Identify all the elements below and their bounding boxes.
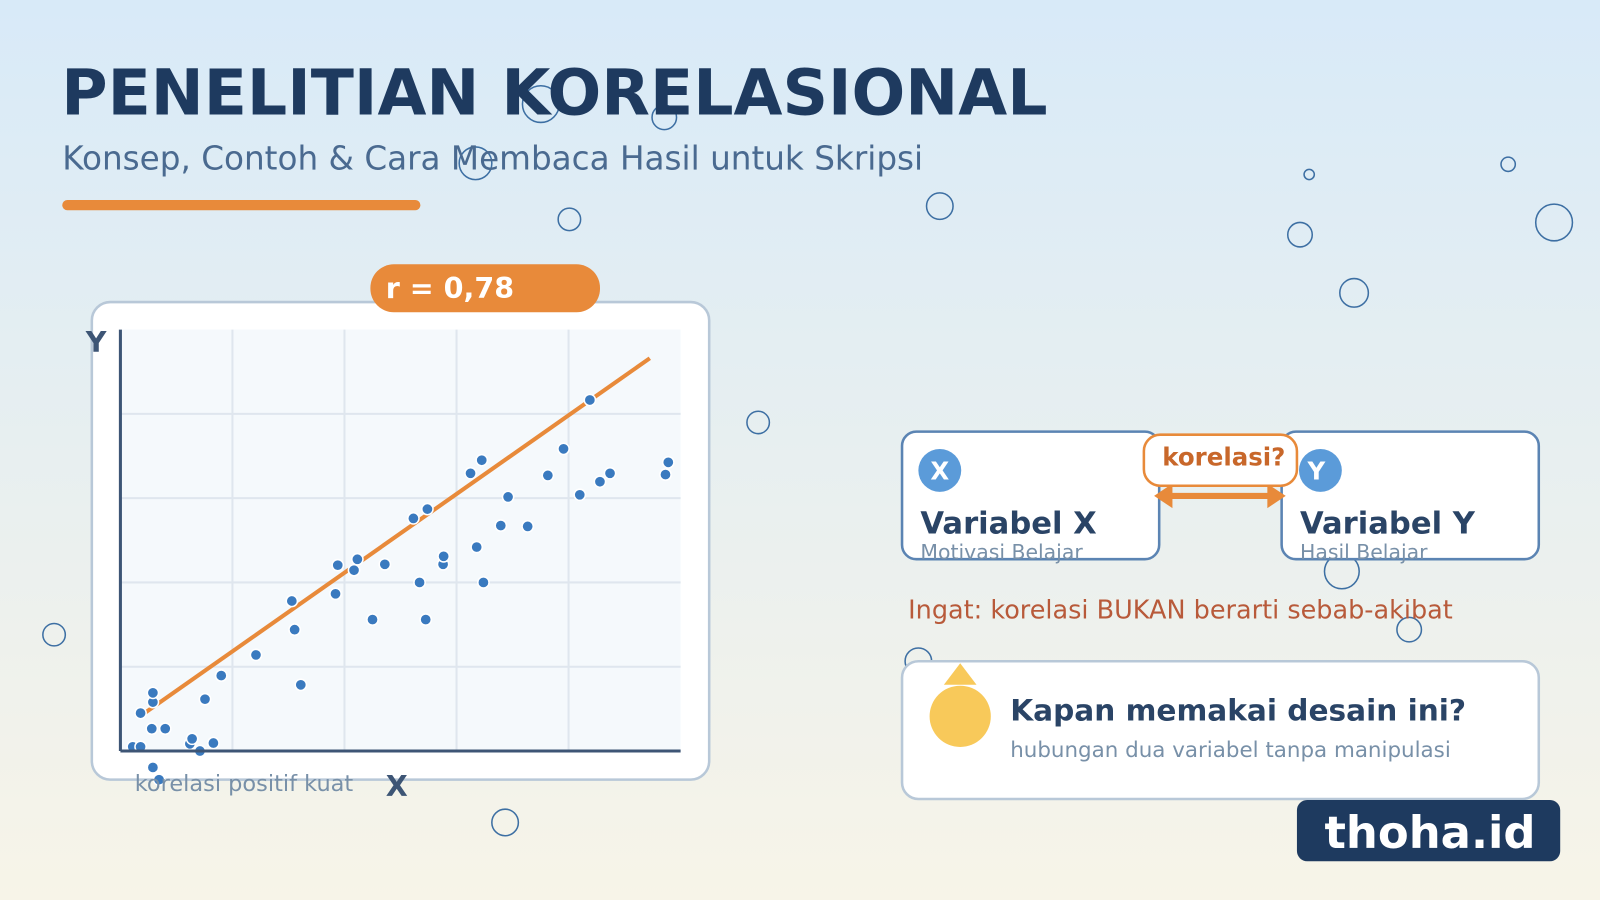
data-point (407, 512, 420, 525)
data-point (158, 722, 172, 736)
data-point (347, 563, 361, 577)
variable-name: Variabel Y (1300, 507, 1476, 542)
data-point (152, 773, 166, 787)
data-point (249, 648, 263, 662)
chart-caption: korelasi positif kuat (135, 771, 354, 797)
data-point (494, 519, 508, 532)
title: PENELITIAN KORELASIONAL (61, 55, 1047, 129)
tip-card (900, 659, 1541, 801)
data-point (541, 469, 555, 482)
subtitle: Konsep, Contoh & Cara Membaca Hasil untu… (62, 139, 923, 177)
data-point (593, 475, 607, 489)
data-point (285, 594, 299, 608)
variable-symbol: X (930, 457, 949, 486)
bulb-icon (929, 663, 991, 747)
data-point (661, 455, 675, 469)
data-point (603, 466, 617, 480)
tip-title: Kapan memakai desain ini? (1010, 693, 1466, 727)
data-point (501, 490, 515, 504)
data-point (146, 686, 160, 700)
data-point (477, 576, 490, 589)
data-point (207, 736, 220, 750)
tip-text: hubungan dua variabel tanpa manipulasi (1010, 738, 1451, 763)
trend-line (141, 356, 651, 717)
r-value: r = 0,78 (386, 271, 514, 305)
x-axis-label: X (386, 769, 408, 803)
variable-symbol: Y (1306, 457, 1325, 486)
r-badge (370, 264, 600, 313)
relation-arrow (1154, 483, 1286, 509)
data-point (413, 576, 426, 589)
data-point (145, 722, 159, 736)
brand-badge (1296, 800, 1561, 862)
data-point (583, 393, 597, 407)
variable-example: Motivasi Belajar (920, 540, 1083, 564)
data-point (419, 613, 433, 626)
y-axis-label: Y (85, 325, 107, 359)
data-point (557, 442, 570, 456)
variable-name: Variabel X (920, 507, 1096, 542)
data-point (366, 613, 379, 626)
data-point (134, 706, 147, 720)
relation-box (1142, 433, 1299, 487)
data-point (470, 540, 484, 554)
data-point (437, 549, 451, 563)
data-point (214, 669, 228, 682)
data-point (294, 678, 308, 692)
data-point (146, 761, 160, 774)
grid (120, 329, 681, 752)
data-point (573, 488, 587, 502)
data-point (421, 502, 434, 516)
data-point (329, 587, 342, 601)
decor-bubbles (42, 84, 1574, 837)
relation-label: korelasi? (1162, 442, 1285, 471)
data-point (198, 692, 212, 706)
plot-area (120, 329, 681, 752)
data-point (475, 453, 489, 467)
data-point (331, 558, 345, 572)
data-point (288, 623, 302, 637)
data-point (378, 557, 392, 571)
note: Ingat: korelasi BUKAN berarti sebab-akib… (908, 595, 1453, 625)
variable-card: Y Variabel Y Hasil Belajar (1280, 430, 1541, 564)
brand: thoha.id (1324, 806, 1535, 859)
data-point (521, 520, 535, 533)
variable-card: X Variabel X Motivasi Belajar (900, 430, 1161, 564)
data-point (350, 552, 364, 566)
accent-bar (62, 200, 421, 211)
data-point (185, 732, 199, 746)
data-point (464, 466, 477, 480)
variable-example: Hasil Belajar (1300, 540, 1428, 564)
data-point (659, 468, 672, 481)
